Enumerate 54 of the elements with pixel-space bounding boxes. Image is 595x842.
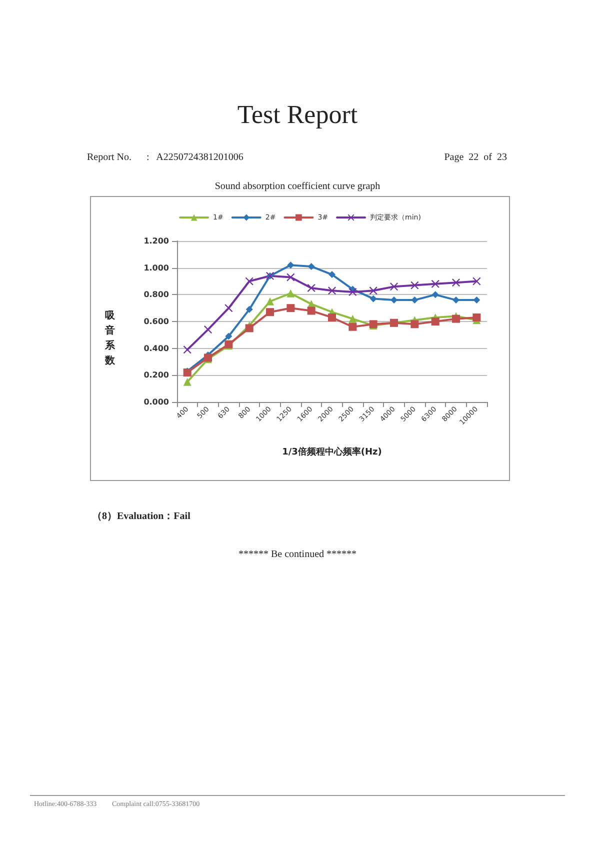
point: [266, 297, 274, 306]
point: [431, 318, 440, 326]
y-tick-label: 0.400: [144, 344, 170, 353]
point: [204, 326, 212, 334]
point: [472, 277, 481, 286]
point: [348, 322, 357, 331]
text: Report No. : A2250724381201006: [87, 152, 244, 163]
point: [369, 286, 378, 295]
point: [307, 284, 316, 292]
point: [348, 314, 357, 323]
point: [225, 332, 232, 340]
text: Test Report: [236, 100, 359, 130]
point: [245, 277, 254, 286]
point: [287, 262, 294, 269]
point: [410, 281, 419, 290]
point: [328, 271, 336, 278]
point: [183, 378, 192, 386]
point: [473, 296, 480, 304]
point: [472, 313, 481, 322]
y-axis-title: 吸音系数: [104, 310, 116, 366]
point: [183, 346, 192, 354]
y-tick-label: 1.000: [144, 263, 170, 272]
y-tick-label: 1.200: [144, 236, 170, 246]
point: [348, 288, 357, 296]
point: [286, 289, 295, 298]
point: [452, 278, 460, 287]
point: [432, 291, 439, 298]
point: [410, 320, 419, 328]
point: [390, 282, 398, 291]
point: [411, 296, 418, 304]
point: [266, 308, 274, 316]
y-tick-label: 0.600: [144, 317, 170, 326]
point: [390, 296, 398, 304]
point: [224, 304, 233, 312]
point: [328, 286, 336, 295]
y-tick-label: 0.000: [144, 398, 170, 406]
point: [307, 306, 316, 315]
point: [370, 295, 377, 302]
point: [452, 314, 460, 323]
point: [245, 324, 254, 332]
y-tick-label: 0.800: [144, 290, 170, 300]
y-tick-label: 0.200: [144, 370, 170, 380]
point: [431, 280, 440, 288]
text: （8）Evaluation：Fail: [92, 510, 190, 523]
point: [452, 296, 460, 304]
point: [286, 273, 295, 282]
point: [328, 313, 336, 322]
x-axis-title: 1/3倍频程中心频率(Hz): [282, 446, 382, 458]
point: [246, 306, 253, 313]
point: [286, 304, 295, 312]
text: ****** Be continued ******: [237, 549, 358, 560]
point: [308, 262, 315, 270]
text: Page 22 of 23: [444, 152, 507, 163]
chart-title: Sound absorption coefficient curve graph: [214, 181, 382, 192]
